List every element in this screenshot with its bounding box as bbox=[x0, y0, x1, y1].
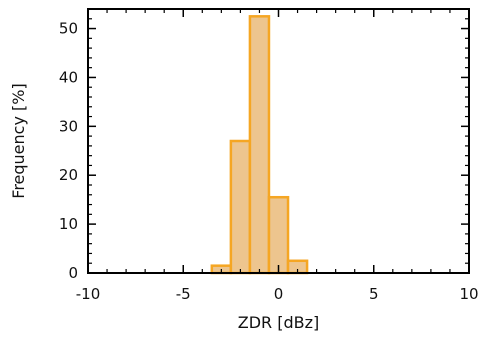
y-tick-label: 50 bbox=[59, 20, 78, 38]
y-tick-label: 20 bbox=[59, 166, 78, 184]
histogram-bar bbox=[229, 139, 252, 275]
y-axis-title: Frequency [%] bbox=[9, 83, 28, 198]
histogram-bar bbox=[267, 195, 290, 275]
x-tick-label: 5 bbox=[369, 285, 379, 303]
x-axis-title: ZDR [dBz] bbox=[238, 313, 320, 332]
x-tick-label: 10 bbox=[459, 285, 478, 303]
y-tick-label: 40 bbox=[59, 68, 78, 86]
x-tick-label: -10 bbox=[76, 285, 101, 303]
x-tick-label: -5 bbox=[176, 285, 191, 303]
y-tick-label: 0 bbox=[68, 264, 78, 282]
y-tick-label: 30 bbox=[59, 117, 78, 135]
bars-layer bbox=[210, 15, 309, 275]
ticks-layer bbox=[87, 8, 470, 274]
x-tick-label: 0 bbox=[274, 285, 284, 303]
histogram-bar bbox=[248, 15, 271, 275]
y-tick-label: 10 bbox=[59, 215, 78, 233]
tick-labels-layer: -10 -5 0 5 10 0 10 20 30 40 50 bbox=[59, 20, 478, 303]
